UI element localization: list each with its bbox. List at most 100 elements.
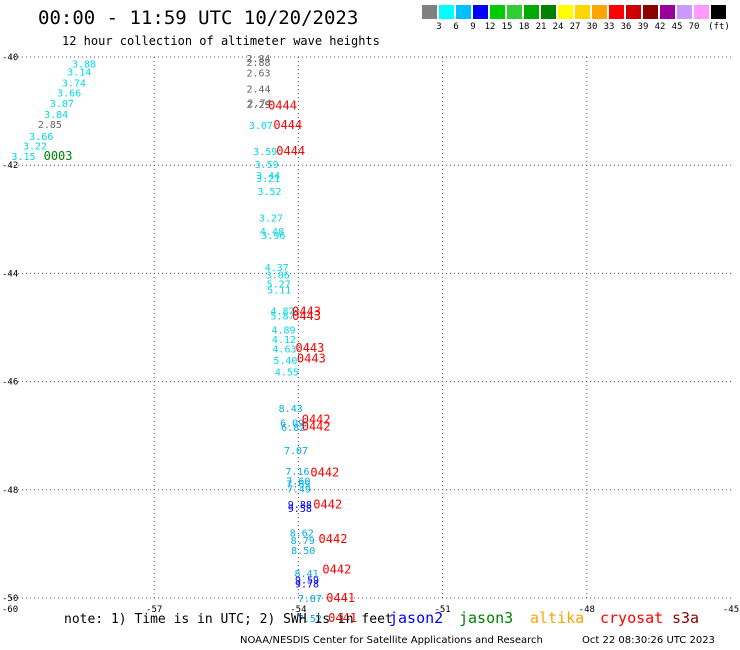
satellite-label: s3a bbox=[672, 609, 700, 627]
x-tick-label: -57 bbox=[146, 605, 162, 615]
swh-value: 3.59 bbox=[253, 147, 277, 158]
legend-label: 27 bbox=[569, 22, 581, 32]
swh-value: 5.87 bbox=[270, 312, 294, 323]
legend-swatch bbox=[694, 5, 709, 19]
swh-value: 3.74 bbox=[62, 78, 86, 89]
swh-value: 6.09 bbox=[280, 419, 304, 430]
legend-label: 9 bbox=[470, 22, 476, 32]
swh-value: 7.69 bbox=[286, 479, 310, 490]
swh-value: 7.16 bbox=[285, 467, 309, 478]
swh-value: 3.66 bbox=[29, 132, 53, 143]
pass-time-label: 0443 bbox=[292, 304, 321, 318]
legend-swatch bbox=[711, 5, 726, 19]
swh-value: 7.52 bbox=[298, 614, 322, 625]
swh-value: 7.49 bbox=[287, 485, 311, 496]
swh-value: 7.07 bbox=[284, 446, 308, 457]
swh-value: 4.48 bbox=[260, 227, 284, 238]
swh-value: 3.21 bbox=[256, 174, 280, 185]
y-tick-label: -42 bbox=[2, 161, 18, 171]
pass-time-label: 0442 bbox=[310, 465, 339, 479]
swh-value: 2.63 bbox=[246, 69, 270, 80]
legend-swatch bbox=[558, 5, 573, 19]
pass-time-label: 0443 bbox=[292, 309, 321, 323]
satellite-label: jason2 bbox=[389, 609, 444, 627]
swh-value: 3.27 bbox=[259, 214, 283, 225]
swh-value: 3.14 bbox=[67, 68, 91, 79]
legend-swatch bbox=[660, 5, 675, 19]
pass-time-label: 0442 bbox=[319, 532, 348, 546]
pass-time-label: 0442 bbox=[322, 562, 351, 576]
legend-swatch bbox=[575, 5, 590, 19]
legend-label: 24 bbox=[552, 22, 564, 32]
swh-value: 8.43 bbox=[279, 404, 303, 415]
x-tick-label: -60 bbox=[2, 605, 18, 615]
legend-label: 6 bbox=[453, 22, 459, 32]
legend-swatch bbox=[473, 5, 488, 19]
legend-swatch bbox=[643, 5, 658, 19]
swh-value: 2.84 bbox=[246, 54, 270, 65]
generation-timestamp: Oct 22 08:30:26 UTC 2023 bbox=[582, 635, 715, 646]
legend-label: 18 bbox=[518, 22, 530, 32]
swh-value: 7.87 bbox=[298, 594, 322, 605]
pass-time-label: 0443 bbox=[295, 341, 324, 355]
swh-value: 2.44 bbox=[246, 84, 270, 95]
swh-value: 3.84 bbox=[44, 110, 68, 121]
swh-value: 3.66 bbox=[57, 89, 81, 100]
swh-value: 4.37 bbox=[265, 263, 289, 274]
legend-swatch bbox=[422, 5, 437, 19]
swh-value: 3.07 bbox=[249, 121, 273, 132]
swh-value: 5.11 bbox=[267, 286, 291, 297]
swh-value: 2.88 bbox=[246, 58, 270, 69]
swh-value: 5.40 bbox=[273, 356, 297, 367]
legend-label: 36 bbox=[620, 22, 632, 32]
legend-swatch bbox=[524, 5, 539, 19]
legend-swatch bbox=[592, 5, 607, 19]
map-title: 00:00 - 11:59 UTC 10/20/2023 bbox=[38, 7, 359, 29]
pass-time-label: 0444 bbox=[276, 144, 305, 158]
y-tick-label: -40 bbox=[2, 53, 18, 63]
legend-label: 33 bbox=[603, 22, 615, 32]
pass-time-label: 0442 bbox=[313, 497, 342, 511]
legend-swatch bbox=[626, 5, 641, 19]
legend-swatch bbox=[541, 5, 556, 19]
legend-swatch bbox=[507, 5, 522, 19]
swh-value: 6.82 bbox=[281, 423, 305, 434]
swh-value: 2.74 bbox=[247, 98, 271, 109]
legend-swatch bbox=[490, 5, 505, 19]
pass-time-label: 0444 bbox=[273, 118, 302, 132]
swh-value: 3.44 bbox=[256, 171, 280, 182]
swh-value: 9.88 bbox=[288, 500, 312, 511]
swh-value: 8.50 bbox=[291, 546, 315, 557]
satellite-label: cryosat bbox=[600, 609, 664, 627]
y-tick-label: -44 bbox=[2, 269, 18, 279]
legend-swatch bbox=[677, 5, 692, 19]
footnote: note: 1) Time is in UTC; 2) SWH is in fe… bbox=[64, 612, 393, 627]
credit-line: NOAA/NESDIS Center for Satellite Applica… bbox=[240, 635, 543, 646]
y-tick-label: -50 bbox=[2, 594, 18, 604]
swh-value: 2.29 bbox=[246, 100, 270, 111]
swh-value: 4.63 bbox=[272, 345, 296, 356]
legend-swatch bbox=[456, 5, 471, 19]
pass-time-label: 0444 bbox=[268, 99, 297, 113]
pass-time-label: 0442 bbox=[302, 412, 331, 426]
pass-time-label: 0441 bbox=[326, 591, 355, 605]
swh-value: 3.07 bbox=[50, 99, 74, 110]
legend-label: 21 bbox=[535, 22, 547, 32]
swh-value: 9.78 bbox=[295, 579, 319, 590]
legend-label: 42 bbox=[654, 22, 666, 32]
swh-value: 8.62 bbox=[290, 529, 314, 540]
swh-value: 7.60 bbox=[286, 477, 310, 488]
legend-label: 45 bbox=[671, 22, 683, 32]
pass-time-label: 0442 bbox=[302, 420, 331, 434]
legend-unit: (ft) bbox=[708, 22, 730, 32]
pass-time-label: 0443 bbox=[297, 351, 326, 365]
legend-label: 70 bbox=[688, 22, 700, 32]
map-subtitle: 12 hour collection of altimeter wave hei… bbox=[62, 34, 380, 48]
legend-label: 39 bbox=[637, 22, 649, 32]
x-tick-label: -48 bbox=[579, 605, 595, 615]
swh-value: 4.89 bbox=[271, 326, 295, 337]
x-tick-label: -45 bbox=[723, 605, 739, 615]
swh-value: 3.15 bbox=[11, 152, 35, 163]
swh-value: 3.52 bbox=[258, 187, 282, 198]
